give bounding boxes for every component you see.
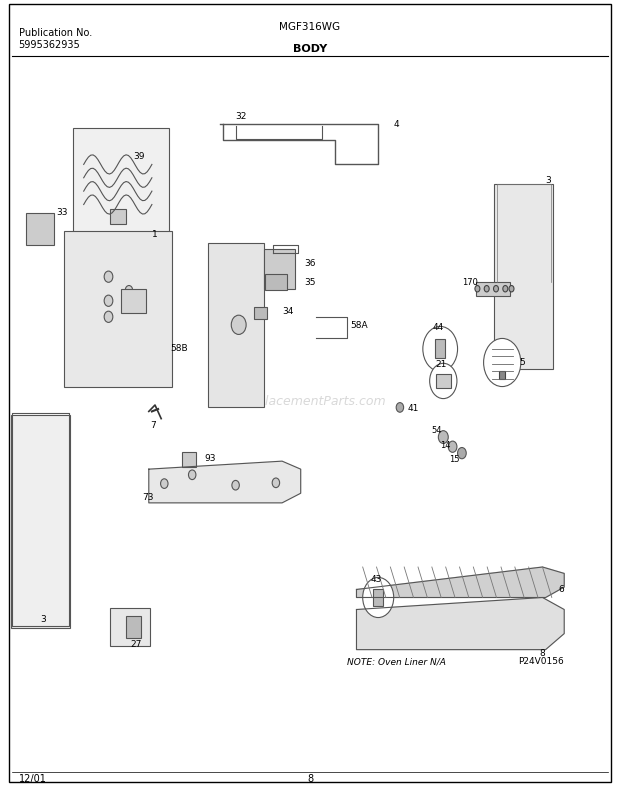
Text: P24V0156: P24V0156 [518,657,564,666]
Text: 8: 8 [307,775,313,784]
Text: 58B: 58B [170,344,188,354]
Text: 3: 3 [40,615,46,625]
FancyBboxPatch shape [73,128,169,233]
Text: 41: 41 [408,403,419,413]
Text: 39: 39 [133,152,145,161]
Text: 54: 54 [431,426,441,435]
Text: BODY: BODY [293,44,327,54]
Text: eReplacementParts.com: eReplacementParts.com [234,395,386,407]
Circle shape [423,326,458,371]
Text: 33: 33 [56,208,68,217]
FancyBboxPatch shape [26,213,55,245]
FancyBboxPatch shape [476,282,510,296]
FancyBboxPatch shape [64,231,172,387]
Text: Publication No.
5995362935: Publication No. 5995362935 [19,28,92,50]
Text: 14: 14 [440,440,451,450]
Text: 43: 43 [371,574,382,584]
Circle shape [396,403,404,412]
Text: 21: 21 [435,360,446,370]
FancyBboxPatch shape [110,608,150,646]
Text: 35: 35 [304,277,316,287]
Text: NOTE: Oven Liner N/A: NOTE: Oven Liner N/A [347,657,446,666]
FancyBboxPatch shape [254,306,267,318]
Text: 34: 34 [282,306,293,316]
Circle shape [104,271,113,282]
Circle shape [475,286,480,292]
FancyBboxPatch shape [373,589,383,606]
FancyBboxPatch shape [121,289,146,313]
Circle shape [363,577,394,618]
Text: 15: 15 [450,455,460,464]
Text: 93: 93 [205,454,216,464]
FancyBboxPatch shape [110,209,125,224]
Circle shape [125,286,133,295]
Polygon shape [356,567,564,597]
FancyBboxPatch shape [499,371,505,379]
Text: 7: 7 [150,420,156,430]
FancyBboxPatch shape [11,415,69,627]
FancyBboxPatch shape [125,616,141,638]
Circle shape [438,431,448,444]
FancyBboxPatch shape [208,242,264,407]
FancyBboxPatch shape [435,374,451,388]
Circle shape [231,315,246,334]
Text: 44: 44 [433,322,444,332]
FancyBboxPatch shape [495,184,554,369]
Circle shape [232,480,239,490]
Text: 73: 73 [143,492,154,502]
Circle shape [484,286,489,292]
FancyBboxPatch shape [435,339,445,358]
Text: 6: 6 [558,585,564,594]
Polygon shape [356,597,564,650]
Text: 4: 4 [394,119,399,129]
FancyBboxPatch shape [265,274,286,290]
Circle shape [503,286,508,292]
Text: 5: 5 [520,358,525,367]
Text: 36: 36 [304,258,316,268]
Circle shape [458,448,466,459]
Text: 1: 1 [152,229,157,239]
Text: 3: 3 [546,176,551,185]
Text: 58A: 58A [350,321,368,330]
Text: 32: 32 [236,111,247,121]
Circle shape [484,338,521,387]
Text: 8: 8 [539,649,545,658]
Text: 170: 170 [462,277,478,287]
Circle shape [104,311,113,322]
FancyBboxPatch shape [264,249,294,289]
Circle shape [509,286,514,292]
Circle shape [161,479,168,488]
FancyBboxPatch shape [182,452,196,467]
Circle shape [430,363,457,399]
Polygon shape [149,461,301,503]
Circle shape [448,441,457,452]
Text: 12/01: 12/01 [19,775,46,784]
Text: 27: 27 [130,640,141,650]
Text: MGF316WG: MGF316WG [280,22,340,32]
Circle shape [494,286,498,292]
Circle shape [125,302,133,311]
Circle shape [272,478,280,488]
Circle shape [188,470,196,480]
Circle shape [104,295,113,306]
